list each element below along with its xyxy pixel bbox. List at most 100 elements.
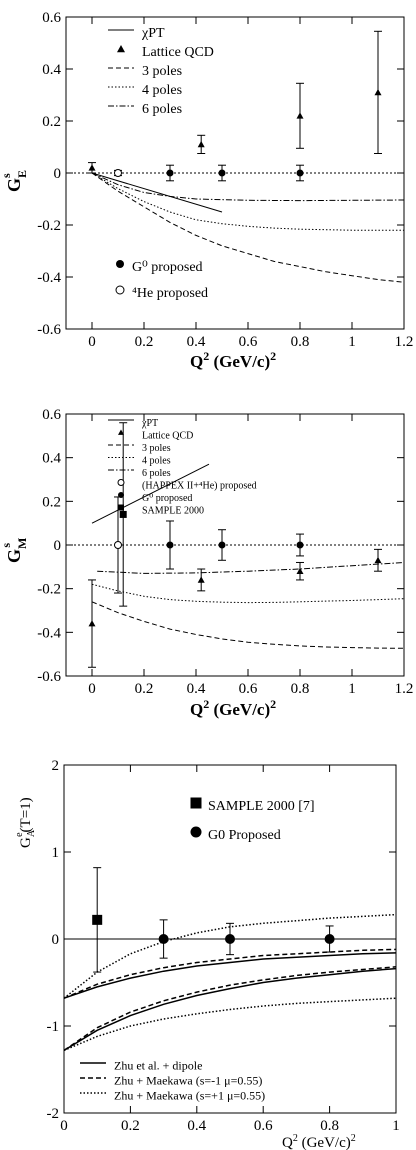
x-tick-label: 0.4 xyxy=(187,1118,206,1134)
legend-item: G0 Proposed xyxy=(190,826,281,843)
legend: χPT Lattice QCD 3 poles 4 poles 6 poles xyxy=(108,26,214,117)
legend-label: χPT xyxy=(141,26,165,41)
data-point-lattice-qcd xyxy=(374,556,382,564)
y-tick-label: -0.2 xyxy=(37,582,61,598)
legend-marker xyxy=(118,504,124,511)
legend-item: χPT xyxy=(108,26,165,41)
x-tick-label: 0 xyxy=(88,681,96,697)
series-layer xyxy=(88,422,405,668)
legend-marker xyxy=(117,479,125,486)
x-axis-label: Q2 (GeV/c)2 xyxy=(190,349,276,371)
legend-secondary: G⁰ proposed ⁴He proposed xyxy=(115,260,208,301)
y-tick-label: -1 xyxy=(47,1019,60,1035)
x-tick-label: 1.2 xyxy=(395,681,414,697)
legend-item: Lattice QCD xyxy=(117,45,214,60)
y-tick-labels: -0.6 -0.4 -0.2 0 0.2 0.4 0.6 xyxy=(37,10,61,338)
x-tick-label: 0.8 xyxy=(320,1118,339,1134)
legend-item: Zhu et al. + dipole xyxy=(80,1059,202,1073)
legend-marker xyxy=(190,826,202,838)
x-tick-label: 0.4 xyxy=(187,681,206,697)
y-tick-label: -2 xyxy=(47,1106,60,1122)
series-zhu-maekawa-s-1-0-55-lower xyxy=(63,997,397,1052)
x-tick-label: 0 xyxy=(88,334,96,350)
legend-marker xyxy=(117,45,125,53)
series-layer xyxy=(63,867,397,1052)
y-tick-label: 0 xyxy=(54,166,62,182)
legend-item: Zhu + Maekawa (s=-1 μ=0.55) xyxy=(80,1074,262,1088)
data-point-lattice-qcd xyxy=(88,164,96,171)
y-tick-label: -0.4 xyxy=(37,270,61,286)
x-tick-label: 0.6 xyxy=(239,681,258,697)
data-point-g-proposed xyxy=(166,541,174,549)
x-tick-labels: 0 0.2 0.4 0.6 0.8 1 xyxy=(60,1118,400,1134)
x-tick-label: 1 xyxy=(348,334,356,350)
axis-ticks xyxy=(66,16,405,330)
data-point-g0-proposed xyxy=(225,934,235,944)
legend-marker xyxy=(115,285,125,295)
legend-label: 6 poles xyxy=(142,468,171,479)
legend-label: ⁴He proposed xyxy=(132,286,208,301)
x-tick-label: 1 xyxy=(392,1118,400,1134)
legend-label: G⁰ proposed xyxy=(142,493,192,504)
legend-label: χPT xyxy=(141,418,158,429)
data-point-g-proposed xyxy=(166,169,174,177)
legend-label: Zhu + Maekawa (s=-1 μ=0.55) xyxy=(114,1074,262,1088)
x-axis-label: Q2 (GeV/c)2 xyxy=(190,697,276,719)
data-point-g0-proposed xyxy=(158,934,169,944)
data-point-g-proposed xyxy=(296,169,304,177)
legend-item: 4 poles xyxy=(108,456,171,467)
y-tick-label: 0 xyxy=(54,538,62,554)
legend-label: 6 poles xyxy=(142,102,182,117)
y-axis-label: GMs xyxy=(0,538,29,563)
legend-item: 3 poles xyxy=(108,443,171,454)
series-6-poles-line xyxy=(97,562,405,574)
data-point-lattice-qcd xyxy=(374,88,382,96)
series-zhu-et-al-dipole-upper xyxy=(63,952,397,999)
data-point-lattice-qcd xyxy=(197,140,205,148)
data-point-lattice-qcd xyxy=(197,576,205,583)
legend-item: G⁰ proposed xyxy=(116,260,203,275)
x-tick-label: 0.8 xyxy=(291,681,310,697)
y-tick-label: 0.2 xyxy=(42,494,61,510)
series-zhu-maekawa-s-1-0-55-upper xyxy=(63,948,397,999)
legend-label: Zhu + Maekawa (s=+1 μ=0.55) xyxy=(114,1089,265,1103)
series-zhu-et-al-dipole-lower xyxy=(63,967,397,1052)
y-tick-label: 0.4 xyxy=(42,62,61,78)
x-tick-label: 1 xyxy=(348,681,356,697)
data-point-lattice-qcd xyxy=(88,620,96,627)
legend-label: 4 poles xyxy=(142,83,182,98)
data-point-sample-2000 xyxy=(119,510,127,518)
x-tick-label: 0 xyxy=(60,1118,68,1134)
data-point-lattice-qcd xyxy=(296,112,304,119)
y-tick-labels: -0.6 -0.4 -0.2 0 0.2 0.4 0.6 xyxy=(37,407,61,685)
data-point-g-proposed xyxy=(296,541,304,549)
data-point-lattice-qcd xyxy=(296,567,304,574)
data-point-g0-proposed xyxy=(324,934,335,944)
y-tick-label: -0.6 xyxy=(37,669,61,685)
legend-item: 3 poles xyxy=(108,64,182,79)
legend-label: SAMPLE 2000 [7] xyxy=(208,799,315,814)
legend-item: Zhu + Maekawa (s=+1 μ=0.55) xyxy=(80,1089,265,1103)
legend-label: Lattice QCD xyxy=(142,431,193,442)
series-3-poles-line xyxy=(91,601,405,649)
legend-marker xyxy=(116,260,124,268)
y-tick-label: 0.6 xyxy=(42,407,61,423)
legend-label: G⁰ proposed xyxy=(132,260,203,275)
y-tick-label: -0.6 xyxy=(37,322,61,338)
series-6-poles-line xyxy=(91,172,405,202)
y-tick-label: 0.4 xyxy=(42,451,61,467)
legend-label: 4 poles xyxy=(142,456,171,467)
legend-marker xyxy=(118,429,124,435)
legend-item: ⁴He proposed xyxy=(115,285,208,301)
series-4-poles-line xyxy=(91,172,404,231)
y-tick-label: 0.6 xyxy=(42,10,61,26)
legend-label: G0 Proposed xyxy=(208,828,281,843)
legend-label: Zhu et al. + dipole xyxy=(114,1059,202,1073)
x-tick-label: 0.2 xyxy=(135,681,154,697)
x-tick-label: 0.6 xyxy=(254,1118,273,1134)
data-point-he-proposed xyxy=(114,169,122,177)
legend-item: SAMPLE 2000 [7] xyxy=(190,797,315,814)
legend-item: G⁰ proposed xyxy=(118,492,192,504)
